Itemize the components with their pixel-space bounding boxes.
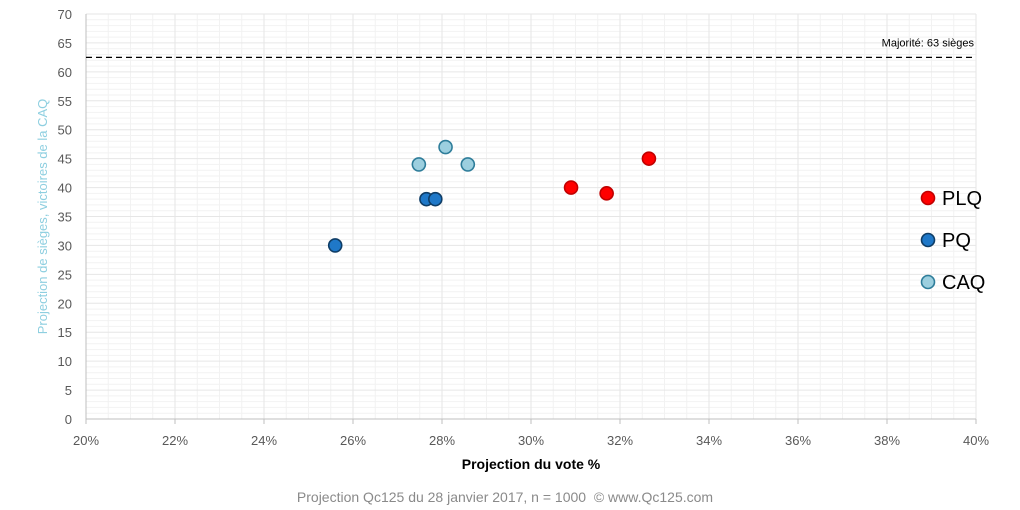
point-plq [641,151,657,166]
y-tick-label: 65 [58,36,72,51]
x-tick-label: 34% [696,433,722,448]
legend-marker-pq [920,232,936,248]
legend-label-caq: CAQ [942,272,985,294]
footer-credit: Projection Qc125 du 28 janvier 2017, n =… [296,489,714,505]
y-tick-label: 15 [58,325,72,340]
y-tick-label: 40 [58,181,72,196]
point-caq [460,157,476,172]
x-tick-label: 26% [340,433,366,448]
y-tick-label: 10 [58,354,72,369]
majority-label: Majorité: 63 sièges [882,37,975,49]
x-tick-label: 38% [874,433,900,448]
legend-marker-plq [920,190,936,206]
x-tick-label: 40% [963,433,989,448]
legend: PLQ PQ CAQ [920,188,985,294]
data-points [327,139,657,253]
y-tick-label: 50 [58,123,72,138]
y-tick-label: 0 [65,412,72,427]
y-tick-label: 35 [58,210,72,225]
y-tick-label: 45 [58,152,72,167]
y-tick-labels: 0 5 10 15 20 25 30 35 40 45 50 55 60 65 70 [58,7,72,427]
point-pq [327,238,343,253]
x-tick-label: 32% [607,433,633,448]
y-tick-label: 60 [58,65,72,80]
x-tick-label: 24% [251,433,277,448]
x-tick-labels: 20% 22% 24% 26% 28% 30% 32% 34% 36% 38% 40% [73,419,989,448]
point-pq [428,191,443,207]
y-tick-label: 5 [65,383,72,398]
x-tick-label: 36% [785,433,811,448]
major-grid [85,13,977,420]
point-plq [563,180,579,195]
legend-marker-caq [920,274,936,290]
x-tick-label: 20% [73,433,99,448]
y-tick-label: 55 [58,94,72,109]
y-tick-label: 25 [58,267,72,282]
y-axis-title: Projection de sièges, victoires de la CA… [35,99,50,335]
x-tick-label: 30% [518,433,544,448]
y-tick-label: 30 [58,238,72,253]
point-caq [411,157,427,172]
y-tick-label: 20 [58,296,72,311]
legend-label-plq: PLQ [942,188,982,210]
point-caq [438,139,453,155]
x-axis-title: Projection du vote % [462,456,601,472]
x-tick-label: 28% [429,433,455,448]
x-tick-label: 22% [162,433,188,448]
point-plq [599,186,614,201]
y-tick-label: 70 [58,7,72,22]
legend-label-pq: PQ [942,230,971,252]
